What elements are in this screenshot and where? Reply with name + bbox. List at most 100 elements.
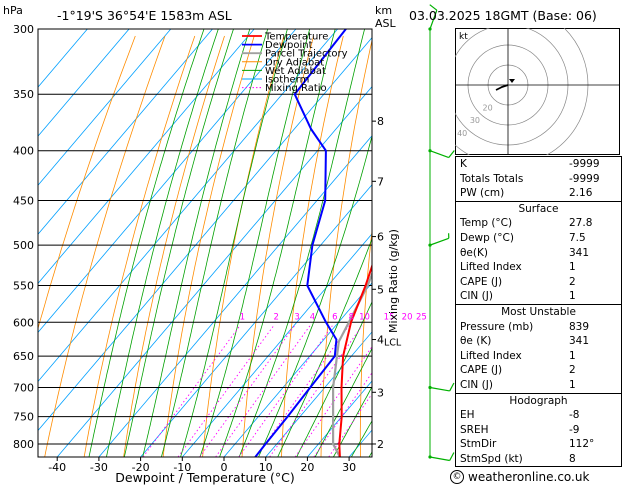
legend-label: Dewpoint — [265, 40, 313, 51]
temperature-tick-label: -10 — [173, 461, 191, 474]
most-unstable-row: Lifted Index 1 — [456, 349, 621, 364]
wet-adiabat-line — [88, 29, 205, 457]
surface-row: CAPE (J) 2 — [456, 275, 621, 290]
wind-barbs — [428, 4, 455, 462]
most-unstable-rows: Pressure (mb) 839 θe (K) 341 Lifted Index 1 CA… — [456, 320, 621, 393]
dry-adiabat-line — [241, 35, 314, 457]
hodograph-ring-label: 40 — [457, 129, 467, 138]
km-tick-label: 4 — [377, 334, 384, 347]
most-unstable-row: CIN (J) 1 — [456, 378, 621, 393]
hodograph-stat-value: -8 — [569, 409, 580, 422]
site-link[interactable]: weatheronline.co.uk — [468, 470, 590, 484]
hodograph-unit: kt — [459, 32, 468, 42]
wind-barb-base — [428, 243, 432, 247]
isotherm-line — [38, 29, 297, 334]
most-unstable-value: 839 — [569, 320, 590, 333]
dry-adiabat-line — [399, 36, 433, 457]
mixing-ratio-line — [177, 325, 274, 457]
temperature-curve — [338, 263, 372, 457]
hodograph-stat-value: 8 — [569, 452, 576, 465]
surface-row: Dewp (°C) 7.5 — [456, 231, 621, 246]
wind-barb-flag — [449, 382, 455, 392]
isotherm-line — [38, 29, 172, 186]
hodograph-stat-label: StmDir — [460, 438, 497, 451]
most-unstable-label: CIN (J) — [460, 378, 493, 391]
isotherm-line — [265, 331, 372, 457]
temperature-tick-label: -40 — [48, 461, 66, 474]
mixing-ratio-label: 6 — [332, 312, 337, 322]
wet-adiabat-line — [106, 29, 219, 457]
km-tick-label: 8 — [377, 115, 384, 128]
wet-adiabat-line — [123, 29, 234, 457]
index-value: -9999 — [569, 158, 600, 170]
mixing-ratio-label: 20 — [402, 312, 413, 322]
legend-label: Isotherm — [265, 75, 309, 86]
isotherm-line — [307, 380, 372, 457]
pressure-tick-label: 400 — [13, 145, 34, 158]
storm-motion-marker — [509, 79, 515, 83]
surface-row: θe(K) 341 — [456, 246, 621, 261]
indices-panel: K -9999 Totals Totals -9999 PW (cm) 2.16 Surf… — [455, 156, 622, 468]
most-unstable-value: 1 — [569, 378, 576, 391]
mixing-ratio-line — [328, 393, 372, 457]
isotherm-line — [38, 29, 338, 383]
surface-value: 7.5 — [569, 231, 586, 244]
wet-adiabat-line — [142, 29, 251, 457]
most-unstable-value: 1 — [569, 349, 576, 362]
wet-adiabat-lines — [88, 29, 372, 457]
isotherm-line — [140, 184, 372, 457]
hodograph-stat-value: -9 — [569, 423, 580, 436]
surface-row: CIN (J) 1 — [456, 289, 621, 304]
surface-label: Temp (°C) — [460, 217, 513, 230]
dry-adiabat-line — [83, 35, 196, 457]
mixing-ratio-label: 2 — [273, 312, 278, 322]
index-row: PW (cm) 2.16 — [456, 186, 621, 201]
temperature-tick-label: 30 — [342, 461, 356, 474]
pressure-unit-label: hPa — [3, 4, 23, 17]
wind-barb — [429, 150, 449, 159]
hodograph-stat-row: EH -8 — [456, 408, 621, 423]
wet-adiabat-line — [180, 29, 288, 457]
isotherm-line — [38, 29, 213, 235]
profile-curves — [254, 29, 372, 457]
mixing-ratio-label: 4 — [310, 312, 315, 322]
km-tick-label: 5 — [377, 283, 384, 296]
hodograph-curve — [495, 84, 509, 91]
surface-rows: Temp (°C) 27.8 Dewp (°C) 7.5 θe(K) 341 Lifted … — [456, 216, 621, 304]
mixing-ratio-label: 8 — [349, 312, 354, 322]
hodograph-stat-label: SREH — [460, 423, 489, 436]
wind-barb — [429, 237, 449, 246]
isotherm-line — [98, 135, 372, 457]
hodograph-ring-label: 30 — [470, 116, 480, 125]
mixing-ratio-label: 10 — [359, 312, 370, 322]
index-label: Totals Totals — [460, 172, 524, 185]
legend-label: Wet Adiabat — [265, 66, 326, 77]
wet-adiabat-line — [238, 29, 365, 457]
surface-value: 27.8 — [569, 217, 593, 230]
wind-barb-flag — [449, 452, 455, 461]
hodograph-stat-row: SREH -9 — [456, 423, 621, 438]
most-unstable-row: CAPE (J) 2 — [456, 363, 621, 378]
dry-adiabat-line — [44, 35, 166, 457]
mixing-ratio-label: 15 — [384, 312, 395, 322]
surface-value: 1 — [569, 261, 576, 274]
indices-rows: K -9999 Totals Totals -9999 PW (cm) 2.16 — [456, 157, 621, 201]
date-time-label: 03.03.2025 18GMT (Base: 06) — [409, 8, 597, 23]
x-axis-title: Dewpoint / Temperature (°C) — [115, 470, 294, 485]
temperature-tick-label: -30 — [90, 461, 108, 474]
wet-adiabat-line — [296, 300, 372, 457]
km-tick-label: 7 — [377, 175, 384, 188]
mixing-ratio-label: 1 — [240, 312, 245, 322]
legend-label: Temperature — [264, 32, 328, 43]
temperature-tick-label: 20 — [300, 461, 314, 474]
surface-value: 1 — [569, 290, 576, 303]
pressure-tick-label: 350 — [13, 88, 34, 101]
location-label: -1°19'S 36°54'E 1583m ASL — [57, 8, 232, 23]
isotherm-line — [38, 29, 255, 284]
mixing-ratio-axis-title: Mixing Ratio (g/kg) — [387, 229, 400, 333]
isotherm-line — [38, 29, 130, 137]
legend-label: Mixing Ratio — [265, 83, 327, 94]
mixing-ratio-lines — [142, 325, 372, 457]
surface-label: Dewp (°C) — [460, 231, 514, 244]
index-label: K — [460, 158, 467, 170]
